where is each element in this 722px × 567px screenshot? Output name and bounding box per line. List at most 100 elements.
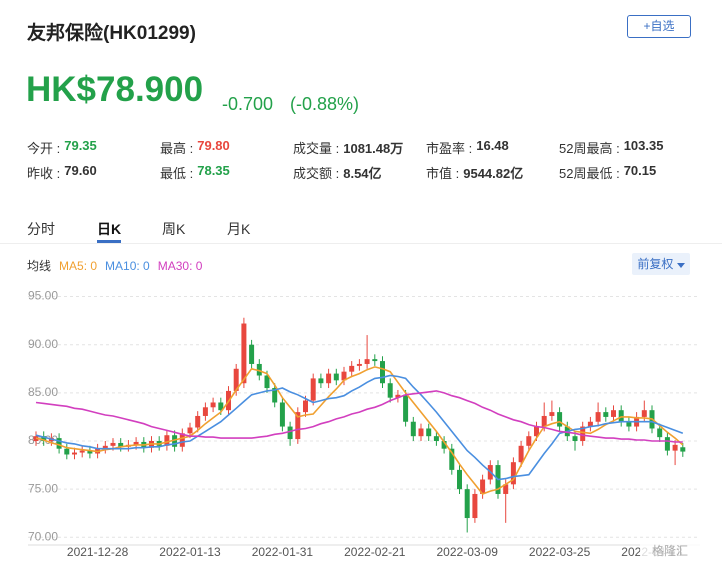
candle-body <box>672 444 678 451</box>
candle-body <box>87 450 93 454</box>
candle-body <box>364 359 370 364</box>
candle-body <box>164 435 170 446</box>
candle-body <box>256 363 262 376</box>
ma-line <box>35 366 684 495</box>
legend-entry: MA30: 0 <box>157 259 203 273</box>
candle-body <box>510 462 516 485</box>
stat-value: 79.60 <box>64 163 97 178</box>
stat-value: 9544.82亿 <box>463 166 524 181</box>
candle-body <box>403 394 409 422</box>
candle-body <box>249 344 255 364</box>
tab[interactable]: 分时 <box>27 221 55 237</box>
ma-legend: 均线 MA5: 0 MA10: 0 MA30: 0 <box>27 257 210 274</box>
candle-body <box>233 368 239 391</box>
candle-body <box>395 394 401 398</box>
candle-body <box>657 428 663 438</box>
candle-body <box>279 402 285 427</box>
dropdown-arrow <box>676 263 685 268</box>
candle-body <box>449 448 455 470</box>
candle-body <box>549 412 555 416</box>
watermark-bg <box>640 541 702 563</box>
y-tick-label: 95.00 <box>28 289 58 303</box>
candle-body <box>133 441 139 445</box>
candle-body <box>210 402 216 408</box>
candle-body <box>326 373 332 384</box>
candle-body <box>457 469 462 490</box>
stat-value: 79.35 <box>64 138 97 153</box>
x-tick-label: 2022-03-09 <box>437 545 499 559</box>
stat-label: 52周最高 : <box>559 141 620 156</box>
legend-entry: MA10: 0 <box>105 259 150 273</box>
candle-body <box>526 436 532 446</box>
candle-body <box>56 438 62 449</box>
stat-value: 103.35 <box>623 138 664 153</box>
price: HK$78.900 <box>26 70 204 109</box>
stat-value: 79.80 <box>197 138 230 153</box>
candle-body <box>179 433 185 447</box>
candle-body <box>264 375 270 389</box>
adjust-dropdown[interactable]: 前复权 <box>632 253 690 275</box>
candle-body <box>372 359 378 362</box>
candle-body <box>557 412 563 427</box>
candle-body <box>680 447 686 452</box>
stat-label: 52周最低 : <box>559 166 620 181</box>
tab[interactable]: 日K <box>97 221 122 237</box>
candle-body <box>79 450 85 453</box>
stat-label: 今开 : <box>27 141 61 156</box>
legend-entry: MA5: 0 <box>59 259 98 273</box>
stat-label: 市盈率 : <box>426 141 473 156</box>
candle-body <box>480 479 486 494</box>
candle-body <box>333 373 339 381</box>
y-tick-label: 90.00 <box>28 337 58 351</box>
stock-title: 友邦保险(HK01299) <box>27 23 196 44</box>
y-tick-label: 85.00 <box>28 385 58 399</box>
stat-label: 最低 : <box>160 166 194 181</box>
candle-body <box>356 363 362 366</box>
stat-value: 16.48 <box>476 138 509 153</box>
tab-divider <box>0 243 722 244</box>
candle-body <box>272 388 278 403</box>
stat-label: 最高 : <box>160 141 194 156</box>
candle-body <box>241 323 247 384</box>
candle-body <box>318 378 324 384</box>
candle-body <box>472 493 478 519</box>
candle-body <box>587 421 593 427</box>
watermark: 格隆汇 <box>652 543 688 558</box>
y-tick-label: 75.00 <box>28 481 58 495</box>
candle-body <box>518 445 524 463</box>
add-watchlist-button[interactable]: +自选 <box>627 15 691 38</box>
candle-body <box>303 400 308 413</box>
candle-body <box>387 383 393 398</box>
y-tick-label: 70.00 <box>28 529 58 543</box>
stat-value: 70.15 <box>623 163 657 178</box>
stat-label: 市值 : <box>426 166 460 181</box>
candle-body <box>287 426 293 440</box>
candle-body <box>41 436 47 441</box>
x-tick-label: 2022-01-31 <box>252 545 314 559</box>
candle-body <box>202 407 208 416</box>
candle-body <box>626 421 632 427</box>
candle-body <box>572 436 578 441</box>
price-change-percent: (-0.88%) <box>290 94 360 114</box>
candle-body <box>641 410 647 417</box>
candle-body <box>664 437 670 451</box>
x-tick-label: 2022-01-13 <box>159 545 221 559</box>
candle-body <box>295 412 301 440</box>
stat-label: 成交额 : <box>293 166 340 181</box>
x-tick-label: 2022-02-21 <box>344 545 406 559</box>
candle-body <box>541 415 547 427</box>
candle-body <box>418 428 424 437</box>
x-tick-label: 2022-03-25 <box>529 545 591 559</box>
candle-body <box>349 365 355 372</box>
tab[interactable]: 周K <box>162 221 186 237</box>
candle-body <box>341 371 347 381</box>
candle-body <box>72 452 77 455</box>
candle-body <box>310 378 316 401</box>
tab[interactable]: 月K <box>227 221 251 237</box>
candle-body <box>595 412 601 422</box>
ma-line <box>35 390 683 443</box>
candle-body <box>464 489 470 519</box>
candle-body <box>580 426 586 441</box>
candle-body <box>433 436 439 441</box>
